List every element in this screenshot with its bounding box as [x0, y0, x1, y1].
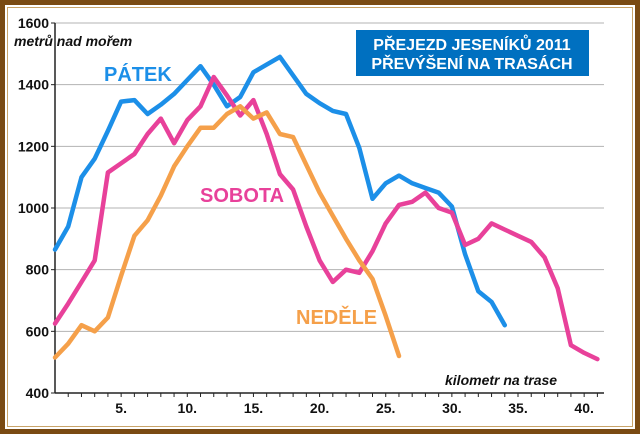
x-tick-label: 40. — [574, 400, 593, 416]
series-lines — [52, 54, 600, 362]
x-tick-label: 25. — [376, 400, 395, 416]
title-box-background — [356, 30, 589, 76]
y-tick-label: 400 — [26, 385, 50, 401]
y-axis-title: metrů nad mořem — [14, 33, 132, 49]
x-tick-label: 15. — [244, 400, 263, 416]
gridlines — [55, 22, 604, 332]
series-label-patek: PÁTEK — [104, 63, 172, 86]
x-tick-label: 30. — [442, 400, 461, 416]
series-line-1 — [52, 74, 600, 362]
series-label-sobota: SOBOTA — [200, 185, 284, 207]
tick-labels: 400 600 800 1000 1200 1400 1600 5. 10. 15. 20. 25. 3… — [18, 15, 594, 416]
axes — [51, 22, 604, 397]
series-line-0 — [52, 54, 508, 328]
y-tick-label: 1400 — [18, 77, 49, 93]
x-tick-label: 20. — [310, 400, 329, 416]
title-box: PŘEJEZD JESENÍKŮ 2011 PŘEVÝŠENÍ NA TRASÁ… — [356, 30, 589, 76]
chart-frame-inner — [7, 7, 633, 427]
y-tick-label: 800 — [26, 262, 50, 278]
y-tick-label: 600 — [26, 323, 50, 339]
y-tick-label: 1200 — [18, 138, 49, 154]
x-axis-title: kilometr na trase — [445, 372, 557, 388]
chart-title: PŘEJEZD JESENÍKŮ 2011 — [373, 34, 571, 54]
chart-subtitle: PŘEVÝŠENÍ NA TRASÁCH — [371, 54, 572, 73]
y-tick-label: 1600 — [18, 15, 49, 31]
x-tick-label: 35. — [508, 400, 527, 416]
series-label-nedele: NEDĚLE — [296, 305, 377, 329]
series-line-2 — [52, 104, 402, 360]
x-tick-label: 10. — [178, 400, 197, 416]
x-tick-label: 5. — [115, 400, 127, 416]
y-tick-label: 1000 — [18, 200, 49, 216]
